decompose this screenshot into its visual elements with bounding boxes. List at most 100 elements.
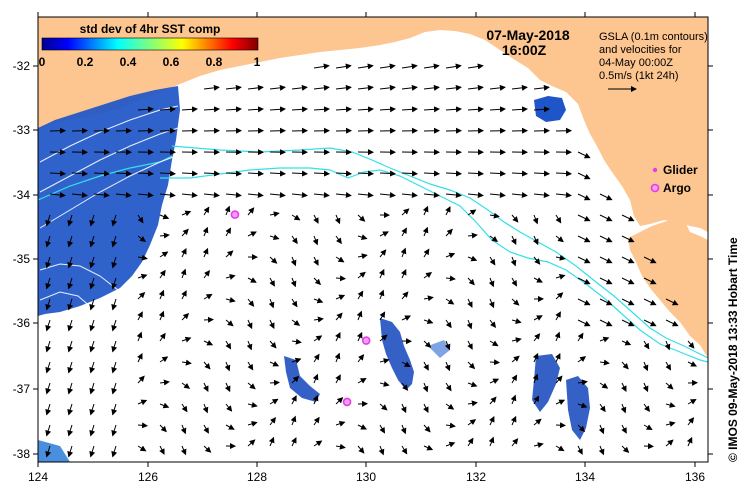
velocity-arrow [357,424,367,430]
velocity-arrow [577,298,591,306]
velocity-arrow [621,256,635,264]
velocity-arrow [621,382,627,392]
velocity-arrow [268,436,275,447]
velocity-arrow [357,234,368,241]
velocity-arrow [577,151,591,159]
x-tick-label: 124 [28,470,48,484]
map-date: 07-May-2018 [486,27,569,43]
velocity-arrow [89,361,96,374]
velocity-arrow [159,232,170,239]
gsla-contours-inshore [39,105,179,309]
velocity-arrow [665,319,679,327]
land-mass [38,17,708,358]
velocity-arrow [621,361,629,370]
x-tick-label: 134 [575,470,595,484]
velocity-arrow [247,207,255,216]
velocity-arrow [335,397,344,405]
legend-line: and velocities for [599,44,682,56]
velocity-arrow [225,227,231,237]
velocity-arrow [203,316,214,323]
velocity-arrow [510,235,517,246]
velocity-arrow [533,315,543,321]
argo-floats [230,210,371,407]
velocity-arrow [137,445,147,452]
velocity-arrow [291,170,308,177]
velocity-arrow [269,84,286,91]
velocity-arrow [599,214,613,222]
velocity-arrow [533,84,550,91]
velocity-arrow [335,374,341,384]
velocity-arrow [89,424,96,437]
velocity-arrow [378,268,385,279]
velocity-arrow [115,192,132,198]
velocity-arrow [45,382,52,395]
velocity-arrow [577,379,588,386]
velocity-arrow [422,205,429,216]
velocity-arrow [686,436,693,447]
legend-line: 0.5m/s (1kt 24h) [599,70,678,82]
velocity-arrow [621,339,632,346]
colorbar-gradient [41,37,259,51]
velocity-arrow [181,290,187,300]
velocity-arrow [555,235,564,243]
velocity-arrow [599,359,610,366]
velocity-arrow [445,84,462,91]
velocity-arrow [137,292,146,300]
velocity-arrow [158,310,165,321]
velocity-arrow [555,311,561,321]
velocity-arrow [313,353,320,363]
credit-text: © IMOS 09-May-2018 13:33 Hobart Time [726,237,740,462]
velocity-arrow [379,249,387,258]
velocity-arrow [621,214,635,222]
velocity-arrow [247,170,264,177]
velocity-arrow [488,436,495,447]
velocity-arrow [489,319,496,329]
velocity-arrow [423,318,434,325]
velocity-arrow [269,340,277,349]
velocity-arrow [533,333,541,342]
velocity-arrow [599,382,609,389]
velocity-arrow [247,382,256,390]
colorbar-title: std dev of 4hr SST comp [80,22,221,36]
velocity-arrow [335,106,352,113]
y-tick-label: -32 [13,59,31,73]
velocity-arrow [379,334,388,342]
velocity-arrow [423,170,440,177]
velocity-arrow [335,443,346,450]
colorbar-tick: 1 [254,55,261,69]
velocity-arrow [335,256,345,263]
velocity-arrow [532,352,539,363]
velocity-arrow [401,445,408,455]
velocity-arrow [555,192,572,198]
velocity-arrow [181,170,198,177]
velocity-arrow [643,256,657,264]
velocity-arrow [159,424,167,433]
velocity-arrow [643,277,657,285]
velocity-arrow [291,235,298,245]
velocity-arrow [137,254,148,261]
velocity-arrow [445,441,456,448]
velocity-arrow [312,373,319,384]
velocity-arrow [225,106,242,113]
velocity-arrow [511,214,519,223]
velocity-arrow [137,311,143,321]
velocity-arrow [379,311,386,321]
velocity-arrow [159,402,170,409]
velocity-arrow [247,298,255,307]
velocity-arrow [291,214,301,221]
velocity-arrow [269,211,280,218]
velocity-arrow [67,340,74,353]
velocity-arrow [159,170,176,177]
argo-float-marker [230,210,240,219]
x-axis [37,12,696,467]
velocity-arrow [379,84,396,91]
velocity-arrow [67,256,74,269]
velocity-arrow [401,192,418,198]
velocity-arrow [423,444,434,451]
velocity-arrow [111,340,118,353]
velocity-arrow [291,298,298,308]
velocity-arrow [643,403,651,413]
y-tick-label: -34 [13,188,31,202]
velocity-arrow [313,192,330,198]
velocity-arrow [136,331,143,342]
